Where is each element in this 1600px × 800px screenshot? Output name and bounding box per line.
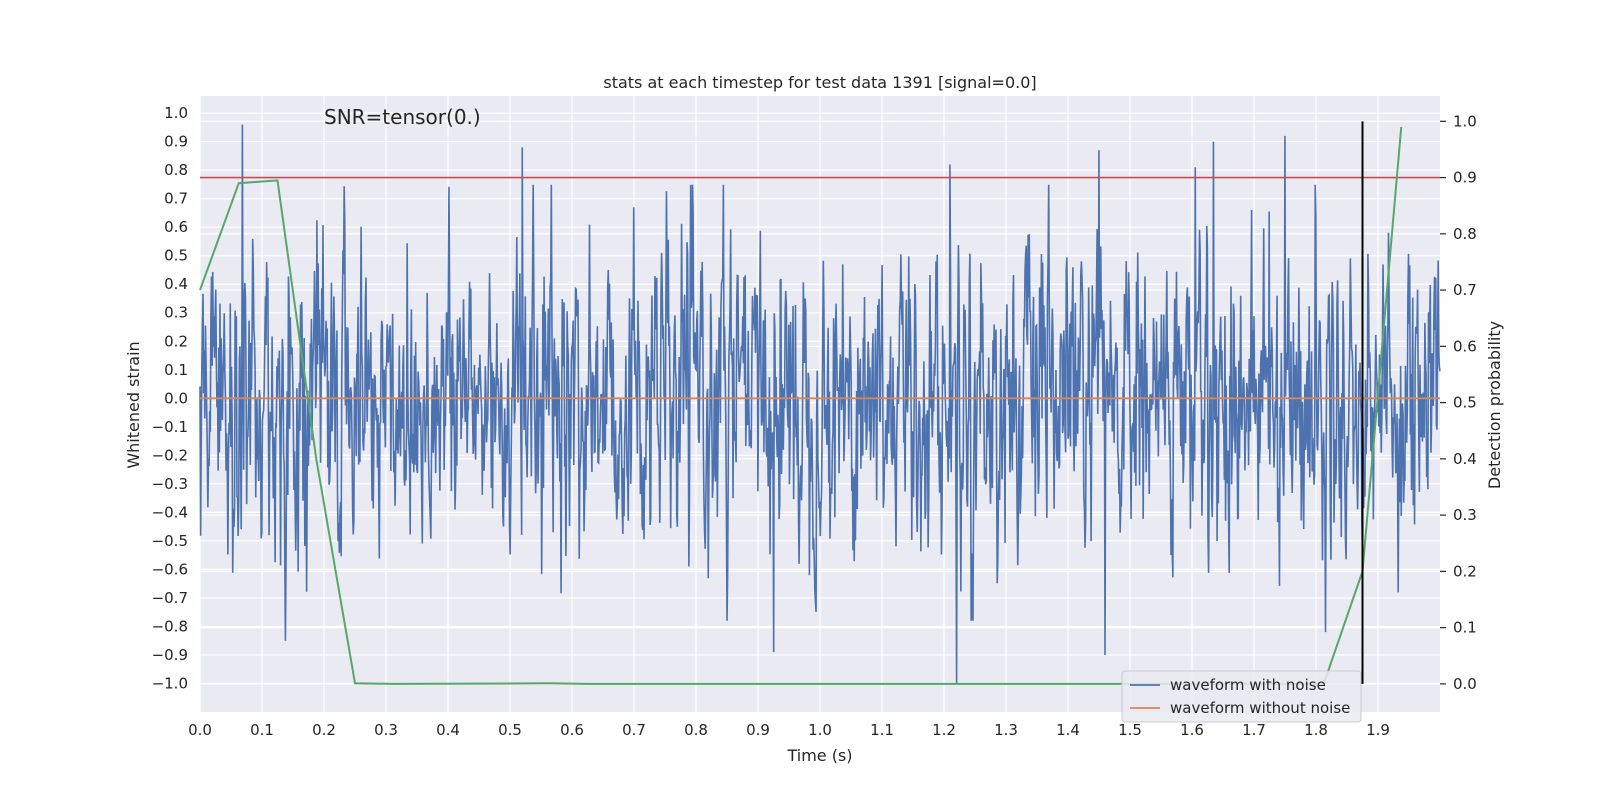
y-tick-label-left: 0.4 (164, 275, 188, 293)
x-tick-label: 1.2 (932, 721, 956, 739)
y-tick-label-right: 0.5 (1453, 394, 1477, 412)
x-tick-label: 1.0 (808, 721, 832, 739)
y-tick-label-left: −0.2 (152, 446, 188, 464)
x-tick-label: 0.2 (312, 721, 336, 739)
y-axis-label-right: Detection probability (1485, 321, 1504, 489)
legend: waveform with noise waveform without noi… (1121, 670, 1362, 723)
x-tick-label: 0.5 (498, 721, 522, 739)
y-tick-label-left: 0.0 (164, 389, 188, 407)
y-tick-label-right: 0.1 (1453, 619, 1477, 637)
x-tick-label: 0.7 (622, 721, 646, 739)
y-tick-label-right: 0.9 (1453, 169, 1477, 187)
y-tick-label-left: 0.2 (164, 332, 188, 350)
x-tick-label: 0.3 (374, 721, 398, 739)
y-tick-label-left: 0.5 (164, 247, 188, 265)
y-tick-label-left: −1.0 (152, 674, 188, 692)
y-tick-label-left: −0.8 (152, 617, 188, 635)
x-tick-label: 0.8 (684, 721, 708, 739)
y-tick-label-left: 1.0 (164, 104, 188, 122)
y-tick-label-right: 0.2 (1453, 562, 1477, 580)
x-tick-label: 0.0 (188, 721, 212, 739)
x-tick-label: 1.6 (1180, 721, 1204, 739)
x-tick-label: 0.1 (250, 721, 274, 739)
chart-title: stats at each timestep for test data 139… (603, 73, 1036, 92)
x-tick-label: 1.1 (870, 721, 894, 739)
x-axis-label: Time (s) (786, 746, 852, 765)
x-tick-label: 1.3 (994, 721, 1018, 739)
y-tick-label-left: 0.3 (164, 304, 188, 322)
x-tick-label: 1.8 (1304, 721, 1328, 739)
legend-box (1121, 670, 1362, 723)
y-tick-label-right: 0.7 (1453, 281, 1477, 299)
x-tick-label: 1.4 (1056, 721, 1080, 739)
y-tick-label-left: −0.1 (152, 418, 188, 436)
x-tick-labels: 0.0 0.1 0.2 0.3 0.4 0.5 0.6 0.7 0.8 0.9 1.0 1.1 1.2 1… (188, 721, 1390, 739)
y-tick-label-right: 0.4 (1453, 450, 1477, 468)
x-tick-label: 0.9 (746, 721, 770, 739)
y-axis-label-left: Whitened strain (124, 341, 143, 468)
y-tick-label-left: 0.7 (164, 190, 188, 208)
y-tick-label-right: 0.3 (1453, 506, 1477, 524)
y-tick-label-left: −0.9 (152, 646, 188, 664)
x-tick-label: 0.6 (560, 721, 584, 739)
y-tick-label-left: 0.9 (164, 133, 188, 151)
y-tick-label-left: 0.6 (164, 218, 188, 236)
y-tick-label-right: 1.0 (1453, 112, 1477, 130)
y-tick-label-left: −0.6 (152, 560, 188, 578)
y-tick-label-left: −0.5 (152, 532, 188, 550)
y-tick-label-right: 0.0 (1453, 675, 1477, 693)
y-tick-label-right: 0.6 (1453, 337, 1477, 355)
x-tick-label: 1.7 (1242, 721, 1266, 739)
y-tick-label-left: 0.1 (164, 361, 188, 379)
legend-label-noise: waveform with noise (1170, 676, 1326, 694)
y-tick-label-right: 0.8 (1453, 225, 1477, 243)
legend-label-clean: waveform without noise (1170, 699, 1350, 717)
y-tick-labels-left: 1.0 0.9 0.8 0.7 0.6 0.5 0.4 0.3 0.2 0.1 0.0 −0.1 −0.… (152, 104, 188, 692)
y-tick-label-left: 0.8 (164, 161, 188, 179)
y-tick-label-left: −0.7 (152, 589, 188, 607)
y-tick-labels-right: 1.0 0.9 0.8 0.7 0.6 0.5 0.4 0.3 0.2 0.1 0.0 (1440, 112, 1477, 693)
x-tick-label: 1.9 (1366, 721, 1390, 739)
snr-annotation: SNR=tensor(0.) (324, 105, 481, 129)
x-tick-label: 0.4 (436, 721, 460, 739)
y-tick-label-left: −0.3 (152, 475, 188, 493)
x-tick-label: 1.5 (1118, 721, 1142, 739)
y-tick-label-left: −0.4 (152, 503, 188, 521)
